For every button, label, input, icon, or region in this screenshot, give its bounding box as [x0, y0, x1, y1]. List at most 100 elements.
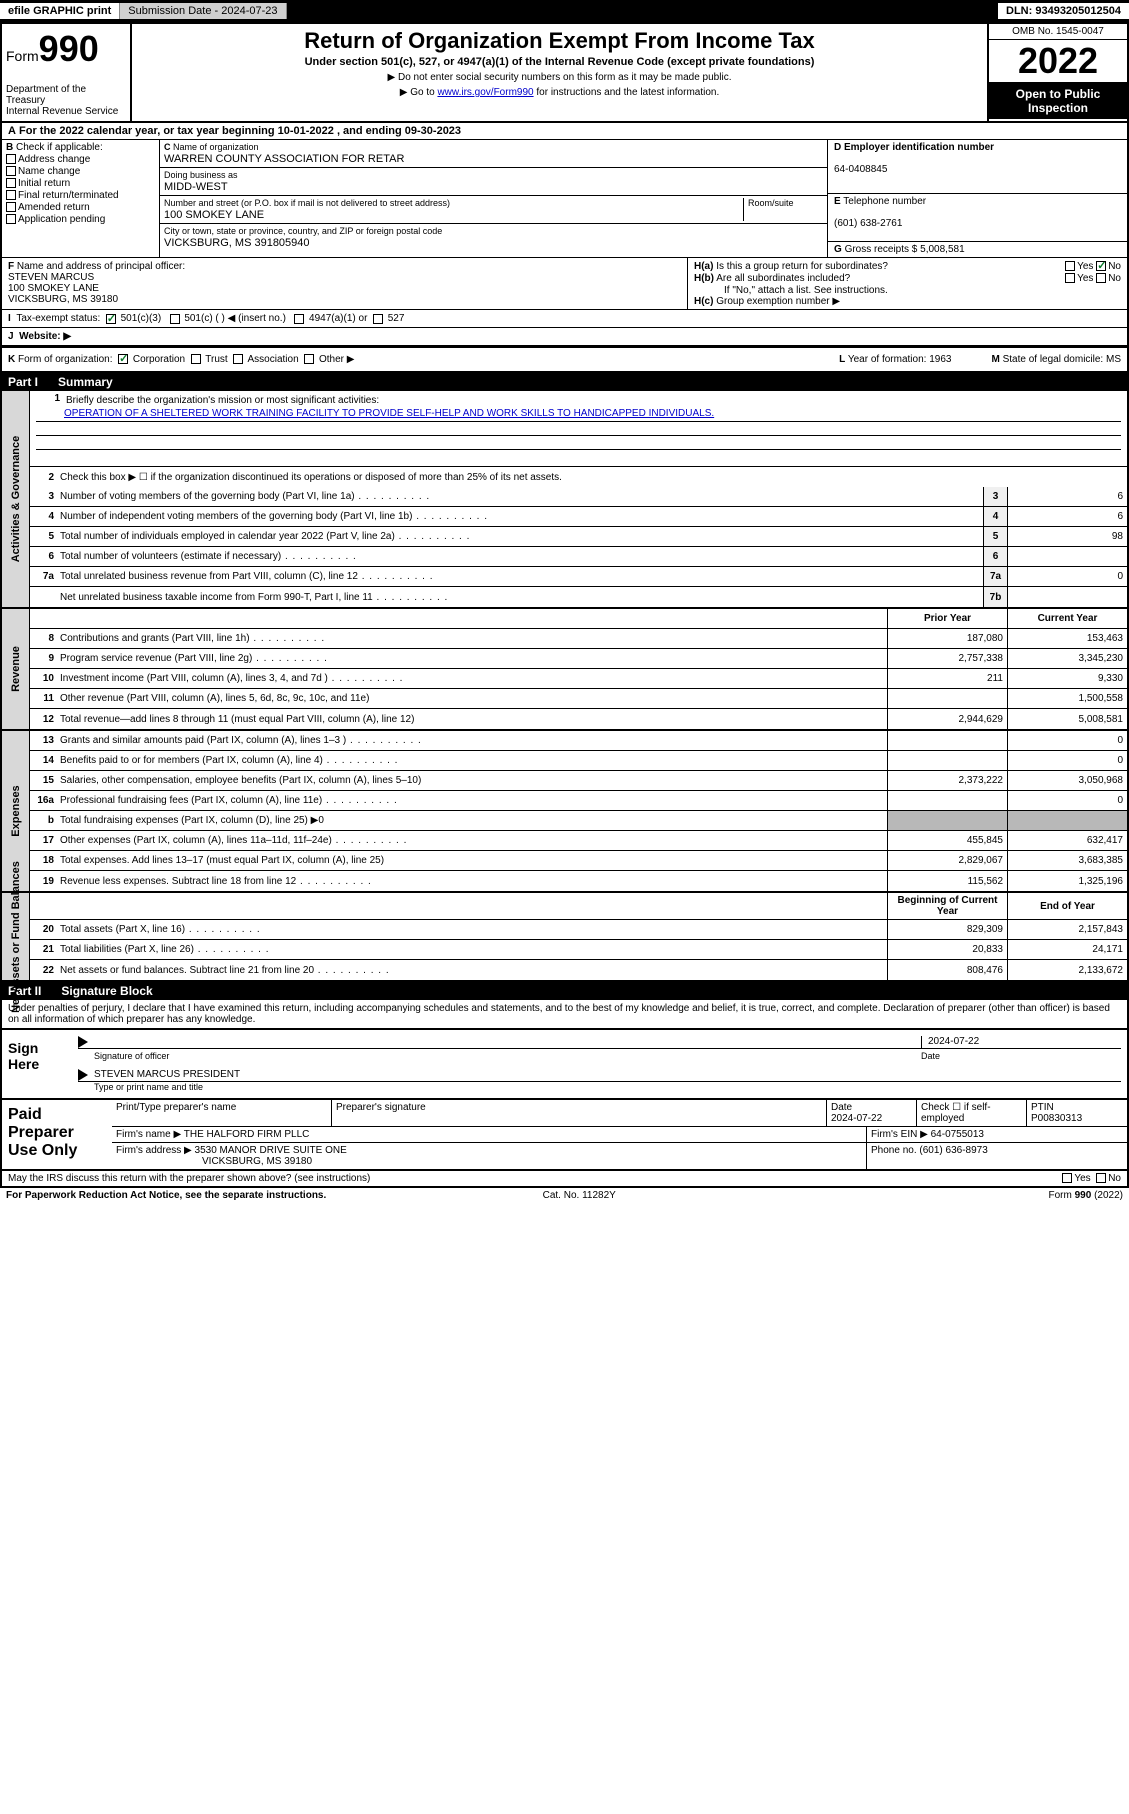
form-number-block: Form990 Department of the Treasury Inter…: [2, 24, 132, 121]
form-title: Return of Organization Exempt From Incom…: [140, 28, 979, 54]
instr-ssn: ▶ Do not enter social security numbers o…: [140, 72, 979, 83]
org-name: WARREN COUNTY ASSOCIATION FOR RETAR: [164, 153, 404, 165]
part1-header: Part I Summary: [0, 373, 1129, 391]
chk-hb-no[interactable]: [1096, 273, 1106, 283]
discuss-row: May the IRS discuss this return with the…: [0, 1171, 1129, 1188]
firm-name: THE HALFORD FIRM PLLC: [184, 1129, 310, 1140]
form-subtitle: Under section 501(c), 527, or 4947(a)(1)…: [140, 56, 979, 68]
open-to-public: Open to Public Inspection: [989, 83, 1127, 119]
part2-header: Part II Signature Block: [0, 982, 1129, 1000]
chk-discuss-no[interactable]: [1096, 1173, 1106, 1183]
val-6: [1007, 547, 1127, 566]
chk-527[interactable]: [373, 314, 383, 324]
form-title-block: Return of Organization Exempt From Incom…: [132, 24, 987, 121]
val-4: 6: [1007, 507, 1127, 526]
mission-text: OPERATION OF A SHELTERED WORK TRAINING F…: [36, 408, 1121, 422]
efile-label[interactable]: efile GRAPHIC print: [0, 3, 120, 19]
tax-year: 2022: [989, 40, 1127, 83]
paid-preparer-label: Paid Preparer Use Only: [2, 1100, 112, 1169]
year-formation: 1963: [929, 354, 951, 365]
row-I: I Tax-exempt status: 501(c)(3) 501(c) ( …: [0, 310, 1129, 328]
col-prior: Prior Year: [887, 609, 1007, 628]
firm-addr1: 3530 MANOR DRIVE SUITE ONE: [195, 1145, 347, 1156]
submission-date: Submission Date - 2024-07-23: [120, 3, 286, 19]
street: 100 SMOKEY LANE: [164, 209, 264, 221]
row-FH: F Name and address of principal officer:…: [0, 258, 1129, 310]
chk-name-change[interactable]: [6, 166, 16, 176]
officer-name-title: STEVEN MARCUS PRESIDENT: [94, 1069, 240, 1081]
section-revenue: Revenue Prior YearCurrent Year 8Contribu…: [0, 609, 1129, 731]
row-KLM: K Form of organization: Corporation Trus…: [0, 347, 1129, 373]
phone: (601) 638-2761: [834, 218, 902, 229]
chk-ha-yes[interactable]: [1065, 261, 1075, 271]
chk-final-return[interactable]: [6, 190, 16, 200]
chk-hb-yes[interactable]: [1065, 273, 1075, 283]
firm-addr2: VICKSBURG, MS 39180: [116, 1156, 312, 1167]
row-A: A For the 2022 calendar year, or tax yea…: [0, 123, 1129, 140]
firm-phone: (601) 636-8973: [919, 1145, 987, 1156]
irs-label: Internal Revenue Service: [6, 106, 126, 117]
row-BCDEG: B Check if applicable: Address change Na…: [0, 140, 1129, 258]
gross-receipts: 5,008,581: [920, 244, 965, 255]
form-header: Form990 Department of the Treasury Inter…: [0, 22, 1129, 123]
chk-other[interactable]: [304, 354, 314, 364]
ein: 64-0408845: [834, 164, 887, 175]
vtab-governance: Activities & Governance: [2, 391, 30, 607]
form-year-block: OMB No. 1545-0047 2022 Open to Public In…: [987, 24, 1127, 121]
tax-year-range: For the 2022 calendar year, or tax year …: [19, 125, 461, 137]
line-1: 1Briefly describe the organization's mis…: [30, 391, 1127, 467]
section-netassets: Net Assets or Fund Balances Beginning of…: [0, 893, 1129, 982]
top-bar: efile GRAPHIC print Submission Date - 20…: [0, 0, 1129, 22]
box-H: H(a) Is this a group return for subordin…: [687, 258, 1127, 309]
pra-notice: For Paperwork Reduction Act Notice, see …: [6, 1190, 326, 1201]
triangle-icon: [78, 1036, 88, 1048]
cat-no: Cat. No. 11282Y: [543, 1190, 616, 1201]
val-7b: [1007, 587, 1127, 607]
chk-4947[interactable]: [294, 314, 304, 324]
vtab-revenue: Revenue: [2, 609, 30, 729]
footer: For Paperwork Reduction Act Notice, see …: [0, 1188, 1129, 1203]
box-C: C Name of organizationWARREN COUNTY ASSO…: [160, 140, 827, 257]
val-3: 6: [1007, 487, 1127, 506]
val-5: 98: [1007, 527, 1127, 546]
sign-here-label: Sign Here: [2, 1030, 72, 1098]
instr-link: ▶ Go to www.irs.gov/Form990 for instruct…: [140, 87, 979, 98]
form-ref: Form 990 (2022): [1049, 1190, 1124, 1201]
dept-treasury: Department of the Treasury: [6, 84, 126, 106]
chk-501c[interactable]: [170, 314, 180, 324]
vtab-netassets: Net Assets or Fund Balances: [2, 893, 30, 980]
chk-address-change[interactable]: [6, 154, 16, 164]
omb-number: OMB No. 1545-0047: [989, 24, 1127, 40]
section-expenses: Expenses 13Grants and similar amounts pa…: [0, 731, 1129, 893]
irs-link[interactable]: www.irs.gov/Form990: [437, 87, 533, 98]
chk-corp[interactable]: [118, 354, 128, 364]
box-DEG: D Employer identification number64-04088…: [827, 140, 1127, 257]
dba: MIDD-WEST: [164, 181, 228, 193]
state-domicile: MS: [1106, 354, 1121, 365]
city: VICKSBURG, MS 391805940: [164, 237, 310, 249]
paid-preparer-block: Paid Preparer Use Only Print/Type prepar…: [0, 1100, 1129, 1171]
triangle-icon: [78, 1069, 88, 1081]
sign-here-block: Sign Here 2024-07-22 Signature of office…: [0, 1030, 1129, 1100]
val-7a: 0: [1007, 567, 1127, 586]
perjury-declaration: Under penalties of perjury, I declare th…: [0, 1000, 1129, 1030]
chk-amended[interactable]: [6, 202, 16, 212]
box-F: F Name and address of principal officer:…: [2, 258, 687, 309]
officer-name: STEVEN MARCUS: [8, 272, 94, 283]
chk-initial-return[interactable]: [6, 178, 16, 188]
col-current: Current Year: [1007, 609, 1127, 628]
chk-501c3[interactable]: [106, 314, 116, 324]
chk-assoc[interactable]: [233, 354, 243, 364]
ptin: P00830313: [1031, 1113, 1082, 1124]
chk-app-pending[interactable]: [6, 214, 16, 224]
row-J: J Website: ▶: [0, 328, 1129, 347]
box-B: B Check if applicable: Address change Na…: [2, 140, 160, 257]
chk-discuss-yes[interactable]: [1062, 1173, 1072, 1183]
sign-date: 2024-07-22: [921, 1036, 1121, 1048]
chk-trust[interactable]: [191, 354, 201, 364]
chk-ha-no[interactable]: [1096, 261, 1106, 271]
firm-ein: 64-0755013: [931, 1129, 984, 1140]
form-number: 990: [39, 28, 99, 69]
form-word: Form: [6, 48, 39, 64]
dln: DLN: 93493205012504: [998, 3, 1129, 19]
